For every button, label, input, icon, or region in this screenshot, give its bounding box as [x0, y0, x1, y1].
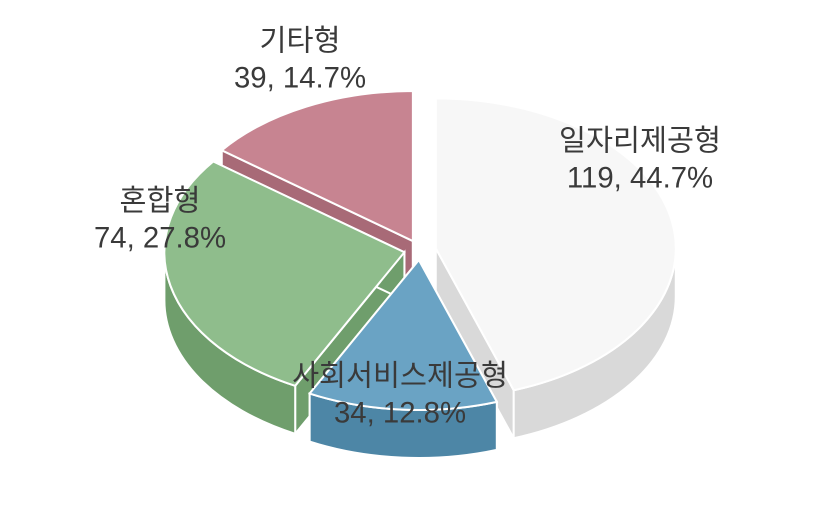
slice-2-name: 혼합형 [94, 183, 226, 220]
label-slice-0: 일자리제공형 119, 44.7% [559, 123, 721, 196]
slice-3-valpct: 39, 14.7% [234, 60, 366, 97]
label-slice-3: 기타형 39, 14.7% [234, 23, 366, 96]
label-slice-2: 혼합형 74, 27.8% [94, 183, 226, 256]
slice-1-valpct: 34, 12.8% [292, 395, 508, 432]
slice-0-valpct: 119, 44.7% [559, 160, 721, 197]
slice-1-name: 사회서비스제공형 [292, 358, 508, 395]
label-slice-1: 사회서비스제공형 34, 12.8% [292, 358, 508, 431]
slice-2-valpct: 74, 27.8% [94, 220, 226, 257]
pie-chart-3d: 일자리제공형 119, 44.7% 사회서비스제공형 34, 12.8% 혼합형… [0, 0, 839, 505]
slice-0-name: 일자리제공형 [559, 123, 721, 160]
slice-3-name: 기타형 [234, 23, 366, 60]
